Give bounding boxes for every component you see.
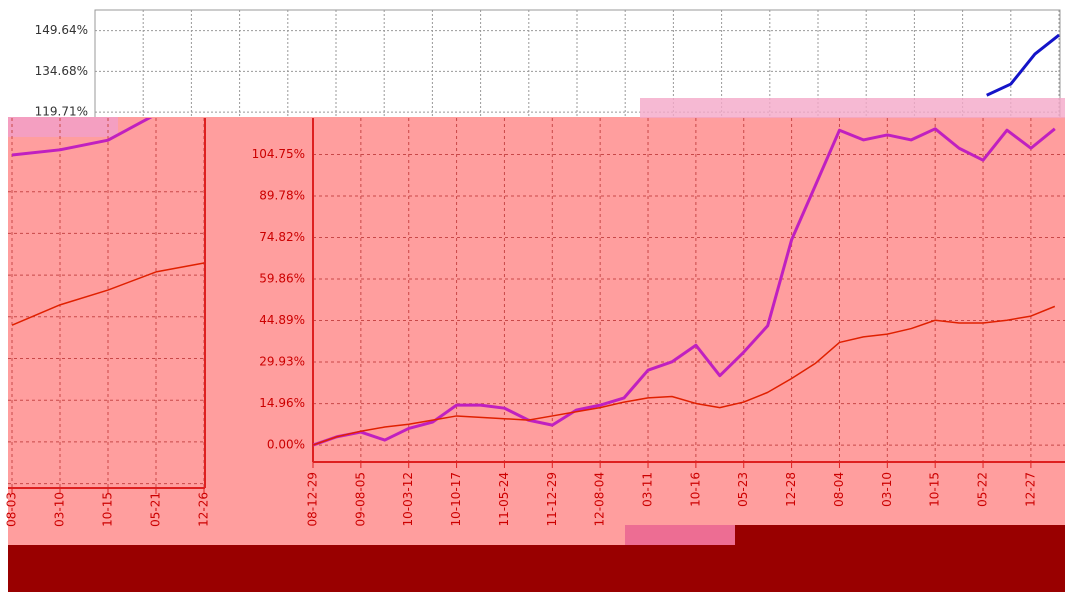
status-bar (735, 525, 1065, 547)
x-tick-label: 03-10 (880, 472, 894, 507)
series-line (986, 33, 1060, 97)
y-tick-label: 59.86% (259, 272, 305, 286)
glitch (640, 98, 1065, 118)
x-tick-label: 08-12-29 (306, 472, 320, 526)
x-tick-label: 10-15 (928, 472, 942, 507)
y-tick-label: 14.96% (259, 396, 305, 410)
y-tick-label: 149.64% (35, 23, 88, 37)
main-chart: 104.75% 89.78% 74.82% 59.86% 44.89% 29.93% 14.… (252, 118, 1065, 526)
y-tick-label: 89.78% (259, 189, 305, 203)
y-tick-label: 44.89% (259, 313, 305, 327)
x-tick-label: 05-22 (976, 472, 990, 507)
y-tick-label: 29.93% (259, 355, 305, 369)
y-tick-label: 104.75% (252, 147, 305, 161)
x-tick-label: 09-08-05 (353, 472, 367, 526)
window-background (8, 117, 1065, 547)
x-tick-label: 10-16 (688, 472, 702, 507)
x-tick-label: 08-03 (5, 492, 19, 527)
x-tick-label: 03-10 (53, 492, 67, 527)
top-chart: 149.64% 134.68% 119.71% (35, 10, 1060, 119)
x-tick-label: 11-12-29 (545, 472, 559, 526)
x-tick-label: 10-03-12 (401, 472, 415, 526)
x-tick-label: 12-28 (784, 472, 798, 507)
x-tick-label: 03-11 (641, 472, 655, 507)
y-tick-label: 74.82% (259, 230, 305, 244)
status-bar (8, 545, 1065, 592)
glitch (625, 525, 735, 545)
x-tick-label: 10-15 (101, 492, 115, 527)
x-tick-label: 05-23 (736, 472, 750, 507)
series-line (11, 118, 153, 157)
series-line (11, 262, 205, 326)
x-tick-label: 12-08-04 (593, 472, 607, 526)
x-tick-label: 08-04 (832, 472, 846, 507)
x-tick-label: 12-26 (197, 492, 211, 527)
x-tick-label: 10-10-17 (449, 472, 463, 526)
glitch (8, 117, 118, 137)
series-line (313, 305, 1056, 446)
left-chart: 08-03 03-10 10-15 05-21 12-26 (5, 118, 211, 527)
y-tick-label: 134.68% (35, 64, 88, 78)
x-tick-label: 05-21 (149, 492, 163, 527)
y-tick-label: 0.00% (267, 438, 305, 452)
x-tick-label: 12-27 (1023, 472, 1037, 507)
x-tick-label: 11-05-24 (497, 472, 511, 526)
y-tick-label: 119.71% (35, 105, 88, 119)
